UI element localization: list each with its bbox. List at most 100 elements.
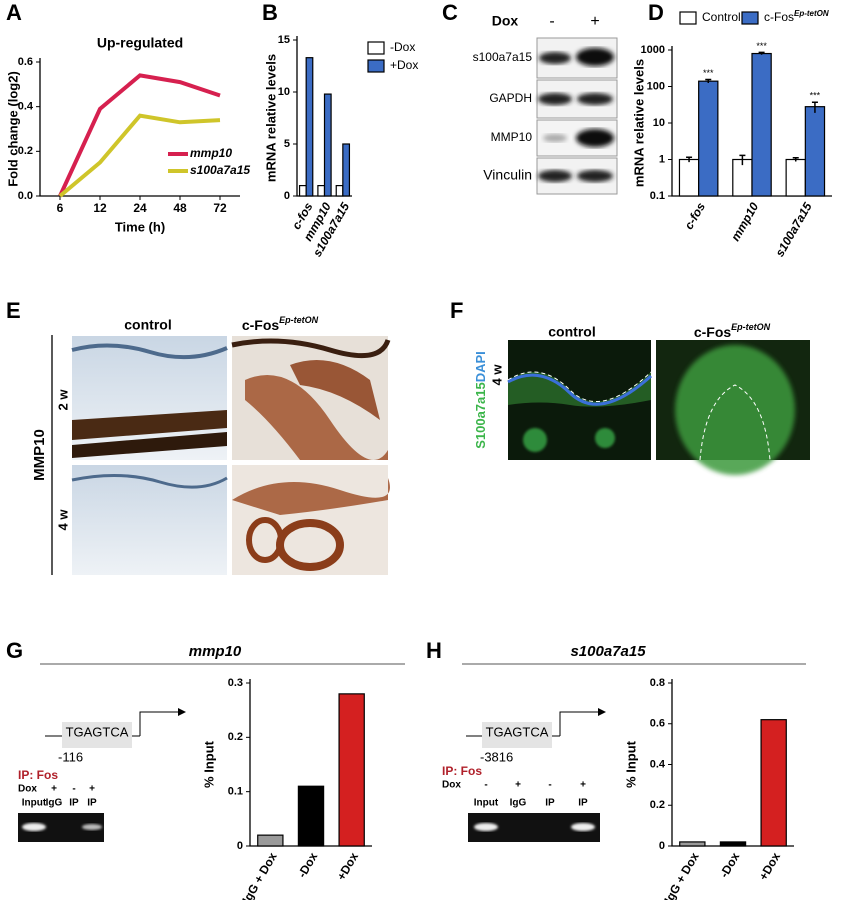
fluorescence-panel: control c-FosEp-tetON S100a7a15DAPI 4 w	[473, 322, 810, 475]
y-axis-label: mRNA relative levels	[263, 54, 278, 182]
label-text: c-Fos	[242, 317, 280, 333]
legend-swatch	[367, 41, 385, 55]
x-tick-label: +Dox	[334, 850, 361, 883]
chip-panel: mmp10 TGAGTCA -116 IP: Fos Dox s100a7a15…	[18, 643, 806, 842]
legend-entry: mmp10	[190, 146, 232, 160]
panel-letter: E	[6, 298, 21, 323]
dox-label: Dox	[18, 784, 37, 795]
x-tick-label: IgG + Dox	[239, 850, 279, 900]
legend-entry: +Dox	[390, 58, 418, 72]
motif: TGAGTCA	[66, 724, 129, 739]
stain-text: S100a7a15	[473, 382, 488, 449]
panel-letter: F	[450, 298, 463, 323]
bar	[698, 80, 719, 197]
row-label: 4 w	[489, 364, 504, 386]
y-tick-label: 0.4	[650, 758, 666, 770]
lane-label: IP	[578, 798, 588, 809]
x-tick-label: mmp10	[728, 200, 761, 244]
y-tick-label: 5	[284, 138, 290, 150]
bar	[317, 185, 326, 197]
x-tick-label: 48	[173, 201, 187, 215]
dox-state: +	[515, 780, 521, 791]
dox-state: +	[89, 784, 95, 795]
legend-swatch	[741, 11, 759, 25]
row-label: 4 w	[55, 509, 70, 531]
bar	[679, 841, 706, 847]
dox-state: +	[590, 13, 599, 30]
y-tick-label: 100	[647, 80, 665, 92]
western-blot: Dox - + s100a7a15 GAPDH MMP10 Vinculin	[473, 13, 618, 195]
error-bar	[758, 51, 765, 55]
y-tick-label: 0.2	[18, 145, 33, 157]
y-tick-label: 0.4	[18, 101, 34, 113]
legend-text: mmp10	[190, 146, 232, 160]
ip-label: IP: Fos	[18, 768, 58, 782]
y-tick-label: 0	[284, 190, 290, 202]
bar	[298, 185, 307, 197]
counterstain-text: DAPI	[473, 351, 488, 382]
bar	[719, 841, 747, 847]
column-label: control	[124, 317, 171, 333]
y-tick-label: 0	[237, 840, 243, 852]
y-tick-label: 0.0	[18, 190, 33, 202]
legend-superscript: Ep-tetON	[794, 9, 829, 18]
y-tick-label: 0.3	[228, 677, 243, 689]
row-marker: MMP10	[31, 429, 48, 481]
legend-swatch	[367, 59, 385, 73]
y-tick-label: 0.2	[650, 799, 665, 811]
x-tick-label: 72	[213, 201, 227, 215]
lane-label: IP	[69, 798, 79, 809]
legend-text: s100a7a15	[190, 163, 250, 177]
blot-label: s100a7a15	[473, 50, 533, 64]
bar	[751, 52, 772, 197]
x-tick-label: s100a7a15	[773, 200, 815, 259]
legend-entry: c-FosEp-tetON	[764, 9, 829, 25]
x-tick-label: -Dox	[717, 850, 743, 880]
x-tick-label: c-fos	[682, 200, 709, 232]
dox-state: -	[549, 13, 554, 30]
bar	[338, 693, 365, 847]
error-bar	[686, 156, 693, 163]
line-series	[58, 113, 221, 198]
legend-text: Control	[702, 10, 741, 24]
bar	[257, 834, 284, 847]
lane-label: IP	[545, 798, 555, 809]
legend-text: c-Fos	[764, 10, 794, 24]
panel-letter: H	[426, 638, 442, 663]
ip-label: IP: Fos	[442, 764, 482, 778]
x-tick-label: +Dox	[756, 850, 783, 883]
lane-label: Input	[474, 798, 499, 809]
gene-title: s100a7a15	[570, 643, 646, 660]
dox-state: +	[51, 784, 57, 795]
significance: ***	[703, 68, 714, 78]
y-tick-label: 15	[278, 34, 290, 46]
lane-label: IgG	[46, 798, 63, 809]
bar	[323, 93, 332, 197]
bar	[342, 143, 351, 197]
legend-entry: Control	[702, 10, 741, 24]
x-tick-label: 24	[133, 201, 147, 215]
bar	[305, 57, 314, 197]
legend-text: +Dox	[390, 58, 418, 72]
x-tick-label: -Dox	[295, 850, 321, 880]
legend-swatch	[679, 11, 697, 25]
panel-letter: C	[442, 0, 458, 25]
bar	[760, 719, 787, 847]
y-tick-label: 0.1	[228, 786, 243, 798]
label-superscript: Ep-tetON	[279, 315, 318, 325]
y-axis-label: % Input	[623, 740, 638, 788]
lane-label: IP	[87, 798, 97, 809]
y-tick-label: 1	[659, 153, 665, 165]
dox-label: Dox	[492, 13, 519, 29]
legend-entry: -Dox	[390, 40, 415, 54]
stain-label: S100a7a15DAPI	[473, 351, 488, 449]
x-tick-label: IgG + Dox	[661, 850, 701, 900]
y-axis-label: mRNA relative levels	[631, 59, 646, 187]
gene-title: mmp10	[189, 643, 242, 660]
error-bar	[792, 156, 799, 162]
x-axis-label: Time (h)	[115, 219, 165, 234]
dox-state: -	[32, 784, 35, 795]
blot-label: GAPDH	[489, 91, 532, 105]
bar	[678, 158, 700, 197]
